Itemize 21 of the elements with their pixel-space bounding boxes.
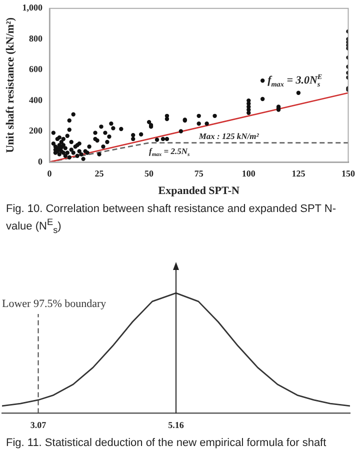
x-tick-label: 75 [194,168,204,179]
x-tick-label: 100 [242,168,256,179]
annotation: Max : 125 kN/m² [198,130,260,141]
x-tick-label: 50 [144,168,154,179]
x-tick-label: 5.16 [168,420,184,430]
x-tick-label: 150 [342,168,356,179]
x-axis-title: Expanded SPT-N [158,185,240,198]
ref-line-label: Lower 97.5% boundary [2,298,107,310]
y-tick-label: 0 [38,156,43,166]
x-tick-label: 125 [292,168,306,179]
y-tick-label: 800 [28,33,43,44]
y-tick-label: 1,000 [22,2,43,13]
y-axis-title: Unit shaft resistance (kN/m²) [4,17,16,153]
x-tick-label: 25 [94,168,104,179]
y-tick-label: 600 [28,64,43,74]
caption: Fig. 10. Correlation between shaft resistance and expanded SPT N-value (N$^{E}$$_{s}$) [5,202,337,237]
x-tick-label: 0 [47,168,52,179]
y-tick-label: 200 [28,126,43,136]
x-tick-label: 3.07 [30,420,47,430]
caption: Fig. 11. Statistical deduction of the new empirical formula for shaft [5,436,328,450]
y-tick-label: 400 [28,94,43,105]
